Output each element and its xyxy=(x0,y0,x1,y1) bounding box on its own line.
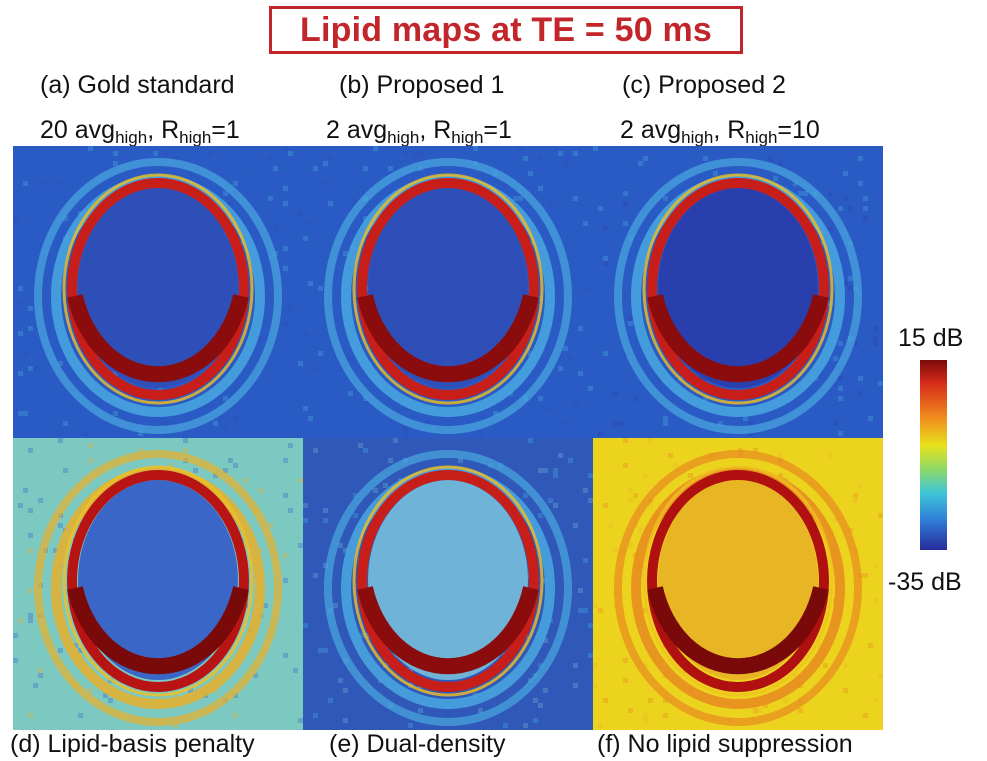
panel-c-title: (c) Proposed 2 xyxy=(622,71,786,99)
panel-e-image xyxy=(303,438,593,730)
panel-d-image xyxy=(13,438,303,730)
panel-e-map xyxy=(303,438,593,730)
panel-d-map xyxy=(13,438,303,730)
panel-f-image xyxy=(593,438,883,730)
colorbar xyxy=(920,360,947,550)
panel-a-title: (a) Gold standard xyxy=(40,71,235,99)
figure-title-box: Lipid maps at TE = 50 ms xyxy=(269,6,743,54)
colorbar-max-label: 15 dB xyxy=(898,324,964,352)
panel-c-params: 2 avghigh, Rhigh=10 xyxy=(620,116,820,147)
panel-a-image xyxy=(13,146,303,438)
panel-b-image xyxy=(303,146,593,438)
panel-c-map xyxy=(593,146,883,438)
colorbar-min-label: -35 dB xyxy=(888,568,962,596)
figure-title: Lipid maps at TE = 50 ms xyxy=(300,10,712,49)
panel-d-caption: (d) Lipid-basis penalty xyxy=(10,730,255,758)
panel-f-caption: (f) No lipid suppression xyxy=(597,730,853,758)
panel-b-params: 2 avghigh, Rhigh=1 xyxy=(326,116,512,147)
panel-f-map xyxy=(593,438,883,730)
panel-e-caption: (e) Dual-density xyxy=(329,730,506,758)
panel-b-title: (b) Proposed 1 xyxy=(339,71,505,99)
panel-b-map xyxy=(303,146,593,438)
panel-c-image xyxy=(593,146,883,438)
panel-a-map xyxy=(13,146,303,438)
panel-a-params: 20 avghigh, Rhigh=1 xyxy=(40,116,240,147)
